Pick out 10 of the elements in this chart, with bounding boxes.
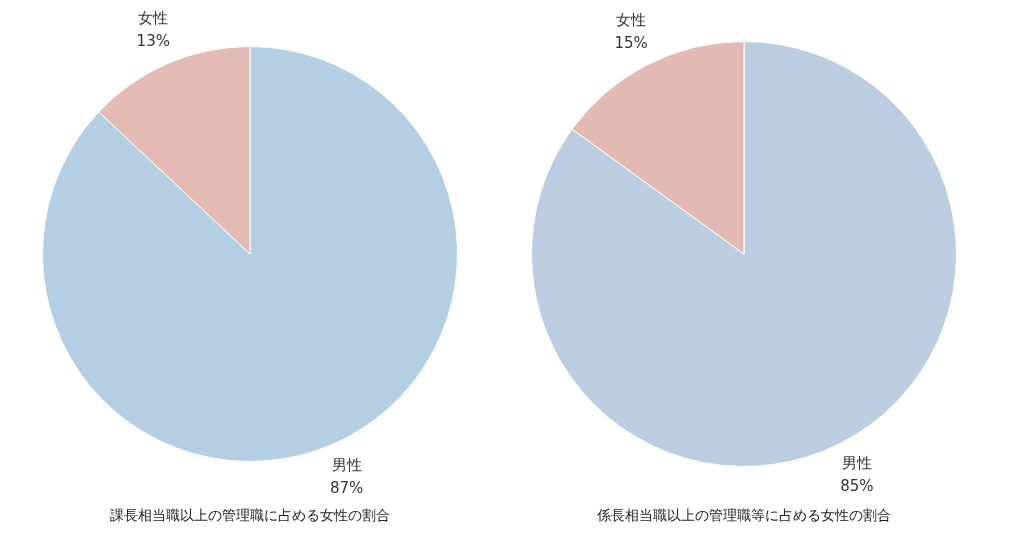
data-label: 85% (840, 477, 874, 496)
data-label: 13% (136, 32, 170, 51)
slice-label: 女性 (616, 11, 647, 30)
data-label: 87% (330, 479, 364, 498)
slice-label: 男性 (841, 454, 872, 473)
slice-label: 男性 (331, 456, 362, 475)
text: 係長相当職以上の管理職等に占める女性の割合 (596, 506, 891, 523)
data-label: 15% (614, 34, 648, 53)
text: 課長相当職以上の管理職に占める女性の割合 (110, 506, 390, 523)
slice-label: 女性 (138, 9, 169, 28)
